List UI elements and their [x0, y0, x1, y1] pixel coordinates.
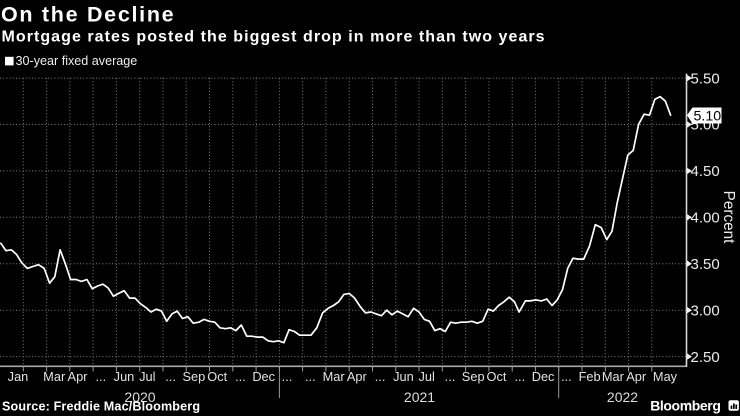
svg-text:Jul: Jul: [419, 369, 435, 384]
svg-text:2021: 2021: [404, 389, 435, 405]
svg-text:Apr: Apr: [68, 369, 89, 384]
svg-text:3.00: 3.00: [691, 302, 720, 319]
svg-text:2020: 2020: [124, 389, 155, 405]
svg-text:...: ...: [282, 369, 293, 384]
svg-text:Mar: Mar: [323, 369, 346, 384]
svg-text:Bloomberg: Bloomberg: [650, 398, 720, 414]
svg-text:...: ...: [95, 369, 106, 384]
svg-text:...: ...: [445, 369, 456, 384]
svg-text:On the Decline: On the Decline: [1, 3, 175, 27]
svg-text:Jul: Jul: [139, 369, 155, 384]
svg-text:Mar: Mar: [43, 369, 66, 384]
svg-text:Oct: Oct: [487, 369, 507, 384]
svg-text:Jun: Jun: [393, 369, 414, 384]
svg-text:...: ...: [235, 369, 246, 384]
svg-text:Sep: Sep: [183, 369, 206, 384]
svg-text:5.10: 5.10: [694, 108, 722, 124]
svg-text:Mortgage rates posted the bigg: Mortgage rates posted the biggest drop i…: [2, 29, 546, 46]
svg-text:...: ...: [165, 369, 176, 384]
svg-text:Oct: Oct: [207, 369, 227, 384]
svg-text:...: ...: [375, 369, 386, 384]
svg-text:2022: 2022: [607, 389, 638, 405]
svg-text:Dec: Dec: [252, 369, 275, 384]
svg-text:...: ...: [561, 369, 572, 384]
svg-text:...: ...: [514, 369, 525, 384]
svg-text:4.00: 4.00: [691, 210, 720, 227]
svg-text:May: May: [653, 369, 678, 384]
svg-text:2.50: 2.50: [691, 349, 720, 366]
svg-text:3.50: 3.50: [691, 256, 720, 273]
svg-text:...: ...: [305, 369, 316, 384]
svg-text:Source: Freddie Mac/Bloomberg: Source: Freddie Mac/Bloomberg: [2, 400, 200, 414]
svg-text:Mar: Mar: [602, 369, 625, 384]
svg-text:Jun: Jun: [114, 369, 135, 384]
svg-text:Dec: Dec: [532, 369, 555, 384]
svg-text:Apr: Apr: [626, 369, 647, 384]
svg-text:Percent: Percent: [720, 191, 737, 244]
svg-text:Apr: Apr: [347, 369, 368, 384]
svg-text:4.50: 4.50: [691, 163, 720, 180]
svg-text:30-year fixed average: 30-year fixed average: [16, 54, 138, 68]
svg-text:Jan: Jan: [8, 369, 29, 384]
svg-text:Feb: Feb: [579, 369, 601, 384]
svg-text:5.50: 5.50: [691, 70, 720, 87]
svg-text:Sep: Sep: [462, 369, 485, 384]
